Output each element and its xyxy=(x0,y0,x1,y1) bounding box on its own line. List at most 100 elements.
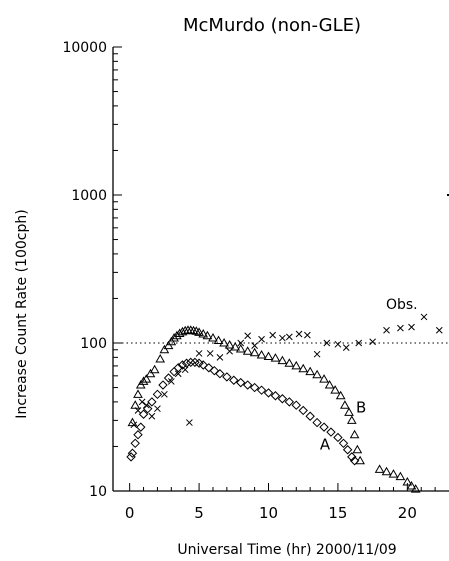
data-marks xyxy=(126,313,443,493)
triangle-point xyxy=(346,415,357,424)
triangle-point xyxy=(159,344,170,354)
y-tick-label: 10 xyxy=(89,484,107,500)
triangle-point xyxy=(194,327,204,336)
cross-point xyxy=(435,326,443,334)
cross-point xyxy=(397,324,404,332)
diamond-point xyxy=(312,417,322,428)
cross-point xyxy=(369,338,376,346)
plot-frame xyxy=(112,47,449,492)
triangle-point xyxy=(335,390,346,400)
diamond-point xyxy=(158,380,168,390)
diamond-point xyxy=(127,448,138,458)
diamond-point xyxy=(215,369,225,379)
y-axis: 10 100 1000 10000 xyxy=(62,40,449,500)
x-axis: 0 5 10 15 20 xyxy=(125,483,436,522)
triangle-point xyxy=(180,325,191,335)
diamond-point xyxy=(270,391,281,401)
triangle-point xyxy=(235,344,246,353)
triangle-point xyxy=(127,417,138,427)
diamond-point xyxy=(277,394,288,404)
triangle-point xyxy=(242,346,253,355)
cross-point xyxy=(355,339,363,347)
triangle-point xyxy=(324,380,335,389)
x-tick-label: 0 xyxy=(125,504,135,522)
cross-point xyxy=(138,398,146,406)
cross-point xyxy=(279,334,286,342)
cross-point xyxy=(216,353,224,361)
cross-point xyxy=(167,378,175,385)
cross-point xyxy=(251,342,258,349)
diamond-point xyxy=(349,456,360,466)
cross-point xyxy=(142,401,150,409)
cross-point xyxy=(420,313,428,321)
cross-point xyxy=(269,331,277,339)
cross-point xyxy=(134,407,142,414)
triangle-point xyxy=(388,469,399,478)
cross-point xyxy=(244,332,252,340)
diamond-point xyxy=(326,427,336,437)
triangle-point xyxy=(330,385,341,394)
triangle-point xyxy=(130,400,141,409)
cross-point xyxy=(161,390,168,398)
x-axis-label: Universal Time (hr) 2000/11/09 xyxy=(177,542,396,558)
cross-point xyxy=(383,326,390,334)
cross-point xyxy=(181,366,189,374)
diamond-point xyxy=(147,397,157,407)
triangle-point xyxy=(298,363,309,373)
triangle-point xyxy=(198,329,209,338)
cross-point xyxy=(295,330,303,338)
y-tick-label: 100 xyxy=(80,336,107,352)
x-tick-label: 5 xyxy=(194,504,204,522)
triangle-point xyxy=(149,364,160,374)
triangle-point xyxy=(395,471,406,481)
triangle-point xyxy=(249,347,260,357)
annotation-b: B xyxy=(356,398,366,416)
diamond-point xyxy=(242,380,253,390)
diamond-point xyxy=(263,388,274,398)
cross-point xyxy=(334,340,342,348)
diamond-point xyxy=(209,365,220,376)
triangle-point xyxy=(263,351,274,361)
cross-point xyxy=(285,333,293,341)
x-tick-label: 15 xyxy=(328,504,347,522)
triangle-point xyxy=(374,464,385,473)
triangle-point xyxy=(312,369,322,379)
triangle-point xyxy=(224,339,235,349)
triangle-point xyxy=(344,407,354,416)
diamond-point xyxy=(298,405,308,416)
cross-point xyxy=(226,347,233,355)
cross-point xyxy=(323,339,331,347)
triangle-point xyxy=(381,466,392,476)
diamond-point xyxy=(136,422,146,432)
diamond-point xyxy=(319,422,329,432)
diamond-point xyxy=(305,411,315,421)
triangle-point xyxy=(177,326,188,336)
triangle-point xyxy=(213,335,224,344)
cross-point xyxy=(186,419,193,426)
diamond-point xyxy=(173,363,183,373)
x-tick-label: 20 xyxy=(398,504,417,522)
cross-point xyxy=(174,370,182,378)
y-tick-label: 10000 xyxy=(62,40,107,56)
triangle-point xyxy=(169,333,179,342)
diamond-point xyxy=(198,360,208,370)
diamond-point xyxy=(222,372,232,382)
diamond-point xyxy=(163,373,174,383)
triangle-point xyxy=(340,400,350,409)
cross-point xyxy=(313,350,321,358)
triangle-point xyxy=(256,349,267,359)
cross-point xyxy=(154,405,161,413)
diamond-point xyxy=(338,438,349,449)
triangle-point xyxy=(352,444,363,454)
diamond-point xyxy=(143,403,153,414)
triangle-point xyxy=(291,360,302,370)
triangle-point xyxy=(138,376,149,385)
triangle-point xyxy=(277,355,288,365)
diamond-point xyxy=(291,400,301,410)
triangle-point xyxy=(133,389,143,398)
triangle-point xyxy=(202,330,213,340)
cross-point xyxy=(195,350,203,357)
cross-point xyxy=(342,344,350,352)
triangle-point xyxy=(219,337,229,347)
